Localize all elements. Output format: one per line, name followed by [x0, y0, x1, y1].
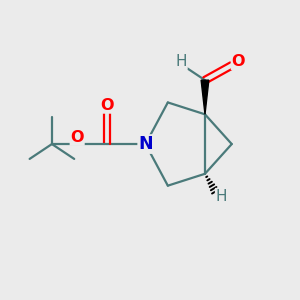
Text: N: N	[138, 135, 153, 153]
Text: H: H	[176, 54, 187, 69]
Polygon shape	[201, 80, 209, 114]
Text: O: O	[70, 130, 84, 145]
Text: H: H	[216, 189, 227, 204]
Text: O: O	[100, 98, 114, 113]
Text: O: O	[232, 54, 245, 69]
